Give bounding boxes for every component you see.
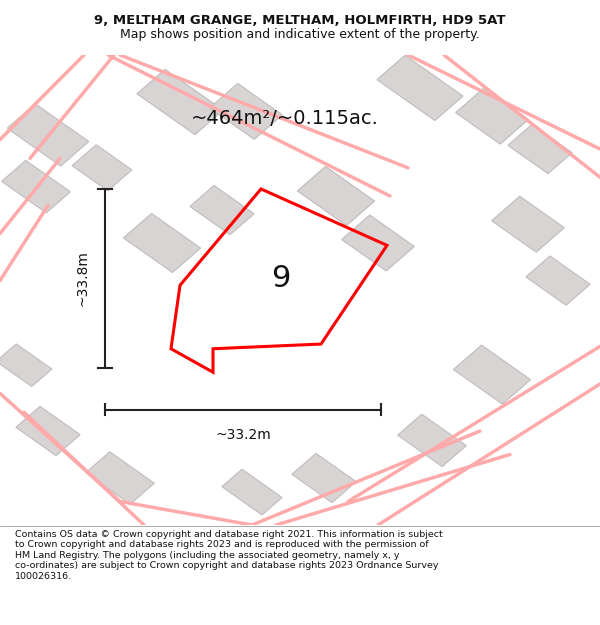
Polygon shape bbox=[2, 161, 70, 212]
Text: ~33.2m: ~33.2m bbox=[215, 428, 271, 442]
Text: 9, MELTHAM GRANGE, MELTHAM, HOLMFIRTH, HD9 5AT: 9, MELTHAM GRANGE, MELTHAM, HOLMFIRTH, H… bbox=[94, 14, 506, 27]
Text: ~33.8m: ~33.8m bbox=[75, 250, 89, 306]
Polygon shape bbox=[377, 55, 463, 121]
Polygon shape bbox=[86, 452, 154, 504]
Polygon shape bbox=[341, 215, 415, 271]
Text: ~464m²/~0.115ac.: ~464m²/~0.115ac. bbox=[191, 109, 379, 128]
Polygon shape bbox=[190, 186, 254, 235]
Polygon shape bbox=[455, 88, 529, 144]
Polygon shape bbox=[7, 104, 89, 166]
Polygon shape bbox=[72, 145, 132, 191]
Polygon shape bbox=[292, 453, 356, 503]
Polygon shape bbox=[508, 124, 572, 174]
Polygon shape bbox=[209, 84, 283, 139]
Polygon shape bbox=[398, 414, 466, 467]
Polygon shape bbox=[222, 469, 282, 515]
Text: Contains OS data © Crown copyright and database right 2021. This information is : Contains OS data © Crown copyright and d… bbox=[15, 530, 443, 581]
Polygon shape bbox=[491, 196, 565, 252]
Polygon shape bbox=[0, 344, 52, 386]
Polygon shape bbox=[454, 345, 530, 404]
Polygon shape bbox=[16, 406, 80, 456]
Polygon shape bbox=[124, 214, 200, 272]
Polygon shape bbox=[298, 166, 374, 226]
Polygon shape bbox=[526, 256, 590, 305]
Text: Map shows position and indicative extent of the property.: Map shows position and indicative extent… bbox=[120, 28, 480, 41]
Polygon shape bbox=[137, 69, 223, 134]
Text: 9: 9 bbox=[271, 264, 290, 292]
